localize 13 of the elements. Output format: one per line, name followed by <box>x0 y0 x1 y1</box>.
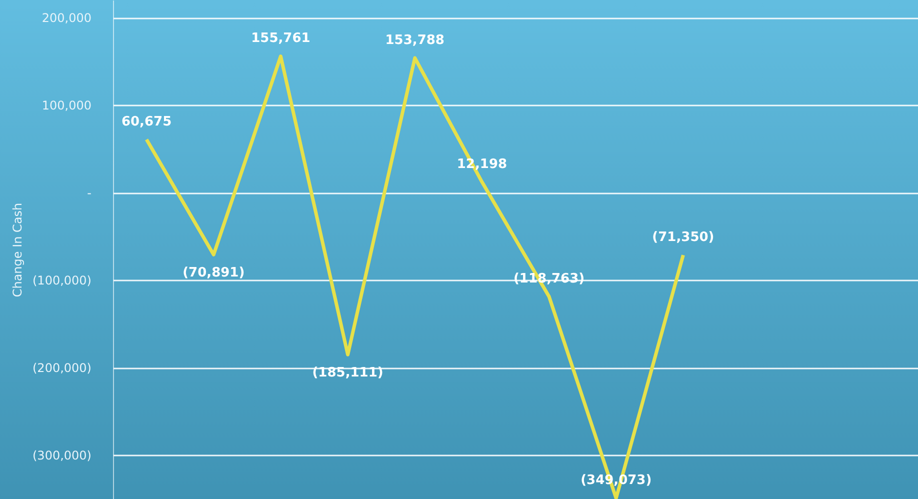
y-tick-label: (300,000) <box>32 448 92 463</box>
data-label: 60,675 <box>121 114 172 130</box>
data-label: (71,350) <box>652 230 714 246</box>
data-label: (185,111) <box>312 366 384 381</box>
data-label: 155,761 <box>251 31 310 46</box>
y-tick-label: - <box>87 186 92 200</box>
data-label: 153,788 <box>385 32 444 48</box>
y-axis-title: Change In Cash <box>10 202 25 298</box>
y-tick-label: (100,000) <box>32 274 92 288</box>
data-label: (70,891) <box>182 266 245 281</box>
y-tick-label: 100,000 <box>42 98 92 113</box>
y-tick-label: 200,000 <box>42 11 92 26</box>
y-tick-label: (200,000) <box>32 361 92 376</box>
